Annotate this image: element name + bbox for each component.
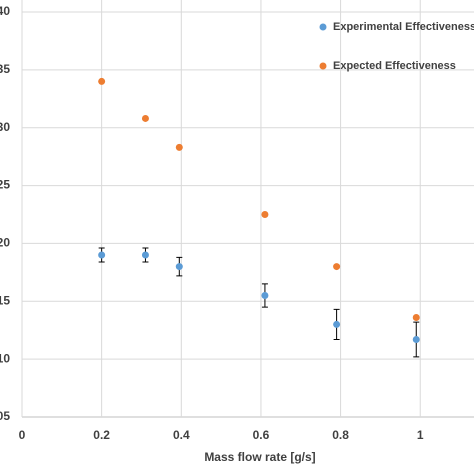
legend-label: Expected Effectiveness [333, 60, 456, 72]
y-tick-label: 0.10 [0, 351, 10, 365]
legend-marker [319, 62, 327, 70]
point [333, 263, 341, 271]
y-tick-label: 0.15 [0, 293, 10, 307]
x-tick-label: 0 [19, 428, 26, 442]
point [141, 251, 149, 259]
legend-marker [319, 23, 327, 31]
point [98, 251, 106, 259]
x-axis-label: Mass flow rate [g/s] [204, 450, 315, 464]
point [412, 335, 420, 343]
point [141, 114, 149, 122]
point [261, 211, 269, 218]
x-tick-label: 0.6 [253, 428, 270, 442]
y-tick-label: 0.20 [0, 236, 10, 250]
y-tick-label: 0.05 [0, 409, 10, 423]
point [98, 77, 106, 85]
x-tick-label: 1 [417, 428, 424, 442]
point [333, 320, 341, 328]
x-tick-label: 0.4 [173, 428, 190, 442]
y-tick-label: 0.35 [0, 62, 10, 76]
point [261, 292, 269, 299]
x-tick-label: 0.8 [332, 428, 349, 442]
x-tick-label: 0.2 [93, 428, 110, 442]
legend-label: Experimental Effectiveness [333, 21, 474, 33]
point [175, 263, 183, 271]
y-tick-label: 0.30 [0, 120, 10, 134]
point [175, 143, 183, 151]
y-tick-label: 0.40 [0, 4, 10, 18]
point [412, 313, 420, 321]
y-tick-label: 0.25 [0, 178, 10, 192]
